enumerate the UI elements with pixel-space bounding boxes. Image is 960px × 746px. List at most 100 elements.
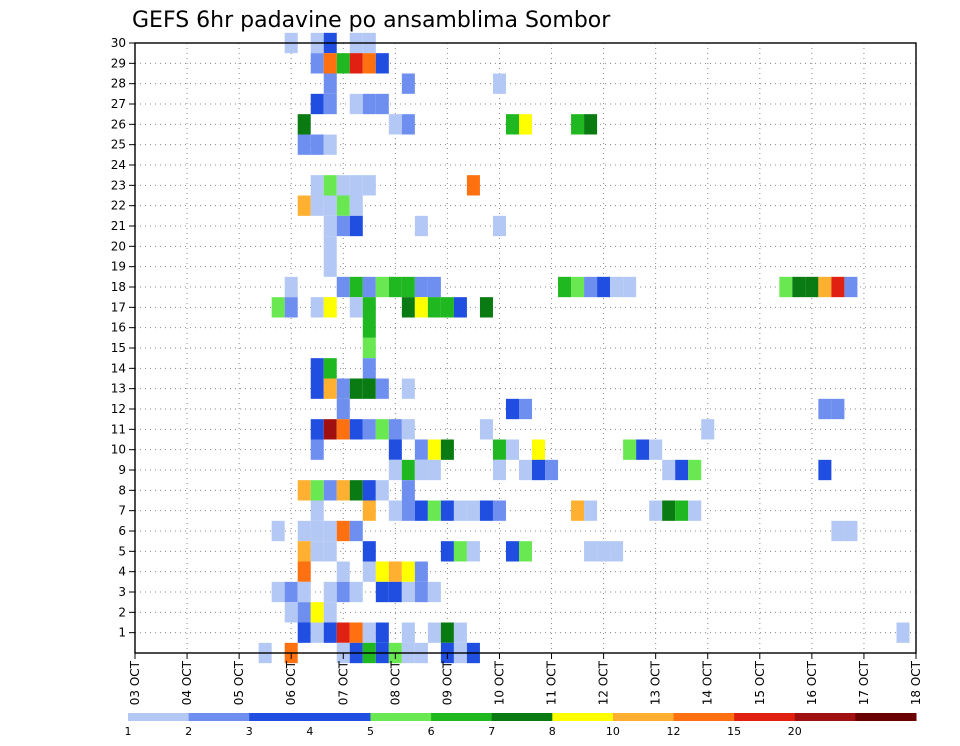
heatmap-cell (336, 215, 350, 237)
colorbar-label: 6 (428, 725, 435, 738)
y-tick-label: 27 (111, 97, 126, 111)
heatmap-cell (375, 480, 389, 501)
heatmap-cell (440, 500, 454, 521)
heatmap-cell (414, 561, 428, 582)
heatmap-cell (375, 561, 389, 582)
heatmap-cell (362, 53, 376, 74)
y-tick-label: 26 (111, 117, 126, 131)
heatmap-cell (349, 93, 363, 115)
heatmap-cell (362, 622, 376, 643)
colorbar-label: 4 (306, 725, 313, 738)
heatmap-cell (271, 520, 285, 542)
colorbar-label: 2 (185, 725, 192, 738)
y-tick-label: 28 (111, 77, 126, 91)
x-tick-label: 08 OCT (388, 660, 402, 705)
heatmap-cell (362, 378, 376, 399)
heatmap-cell (831, 398, 845, 420)
heatmap-cell (362, 500, 376, 521)
heatmap-cell (323, 256, 337, 277)
heatmap-cell (297, 541, 311, 562)
heatmap-cell (323, 419, 337, 440)
heatmap-cell (688, 459, 702, 481)
heatmap-cell (362, 419, 376, 440)
colorbar-swatch (188, 713, 250, 721)
heatmap-cell (297, 581, 311, 603)
heatmap-cell (349, 520, 363, 542)
x-tick-label: 04 OCT (180, 660, 194, 705)
y-tick-label: 13 (111, 382, 126, 396)
heatmap-cell (349, 581, 363, 603)
heatmap-cell (323, 520, 337, 542)
heatmap-cell (271, 297, 285, 318)
y-tick-label: 29 (111, 56, 126, 70)
heatmap-cell (427, 297, 441, 318)
heatmap-cell (401, 378, 415, 399)
heatmap-cell (401, 459, 415, 481)
heatmap-cell (388, 561, 402, 582)
y-tick-label: 15 (111, 341, 126, 355)
y-tick-label: 17 (111, 300, 126, 314)
heatmap-cell (349, 215, 363, 237)
heatmap-cell (532, 459, 546, 481)
heatmap-cell (453, 500, 467, 521)
heatmap-cell (310, 358, 324, 379)
heatmap-cell (388, 114, 402, 135)
heatmap-cell (297, 602, 311, 623)
heatmap-cell (466, 541, 480, 562)
heatmap-cell (336, 561, 350, 582)
y-tick-label: 23 (111, 178, 126, 192)
heatmap-cell (401, 581, 415, 603)
heatmap-cell (284, 297, 298, 318)
heatmap-cell (597, 276, 611, 298)
heatmap-cell (310, 541, 324, 562)
heatmap-cell (349, 53, 363, 74)
heatmap-cell (623, 276, 637, 298)
heatmap-cell (453, 622, 467, 643)
y-tick-label: 5 (118, 544, 126, 558)
heatmap-cell (662, 459, 676, 481)
heatmap-cell (492, 500, 506, 521)
heatmap-cell (597, 541, 611, 562)
y-tick-label: 12 (111, 402, 126, 416)
heatmap-cell (440, 622, 454, 643)
heatmap-cell (518, 459, 533, 481)
y-tick-label: 14 (111, 361, 126, 375)
heatmap-cell (532, 439, 546, 460)
x-tick-label: 16 OCT (805, 660, 819, 705)
heatmap-cell (779, 276, 793, 298)
heatmap-cell (545, 459, 559, 481)
heatmap-cell (831, 520, 845, 542)
heatmap-cell (571, 276, 585, 298)
heatmap-cell (649, 439, 663, 460)
colorbar-swatch (370, 713, 432, 721)
heatmap-cell (310, 622, 324, 643)
heatmap-cell (492, 215, 506, 237)
heatmap-cell (792, 276, 806, 298)
heatmap-cell (375, 378, 389, 399)
heatmap-cell (349, 480, 363, 501)
heatmap-cell (414, 297, 428, 318)
heatmap-cell (414, 581, 428, 603)
cell-layer (258, 32, 910, 664)
heatmap-cell (375, 53, 389, 74)
x-tick-label: 15 OCT (753, 660, 767, 705)
heatmap-cell (558, 276, 572, 298)
heatmap-cell (896, 622, 910, 643)
heatmap-cell (401, 561, 415, 582)
heatmap-cell (844, 276, 858, 298)
heatmap-cell (271, 581, 285, 603)
y-tick-label: 19 (111, 260, 126, 274)
heatmap-cell (675, 500, 689, 521)
heatmap-cell (310, 93, 324, 115)
heatmap-cell (323, 480, 337, 501)
heatmap-cell (349, 276, 363, 298)
heatmap-cell (427, 581, 441, 603)
heatmap-cell (310, 480, 324, 501)
heatmap-cell (362, 358, 376, 379)
colorbar-label: 5 (367, 725, 374, 738)
heatmap-cell (571, 500, 585, 521)
heatmap-cell (362, 317, 376, 338)
y-tick-label: 22 (111, 199, 126, 213)
heatmap-cell (349, 622, 363, 643)
x-tick-label: 03 OCT (128, 660, 142, 705)
